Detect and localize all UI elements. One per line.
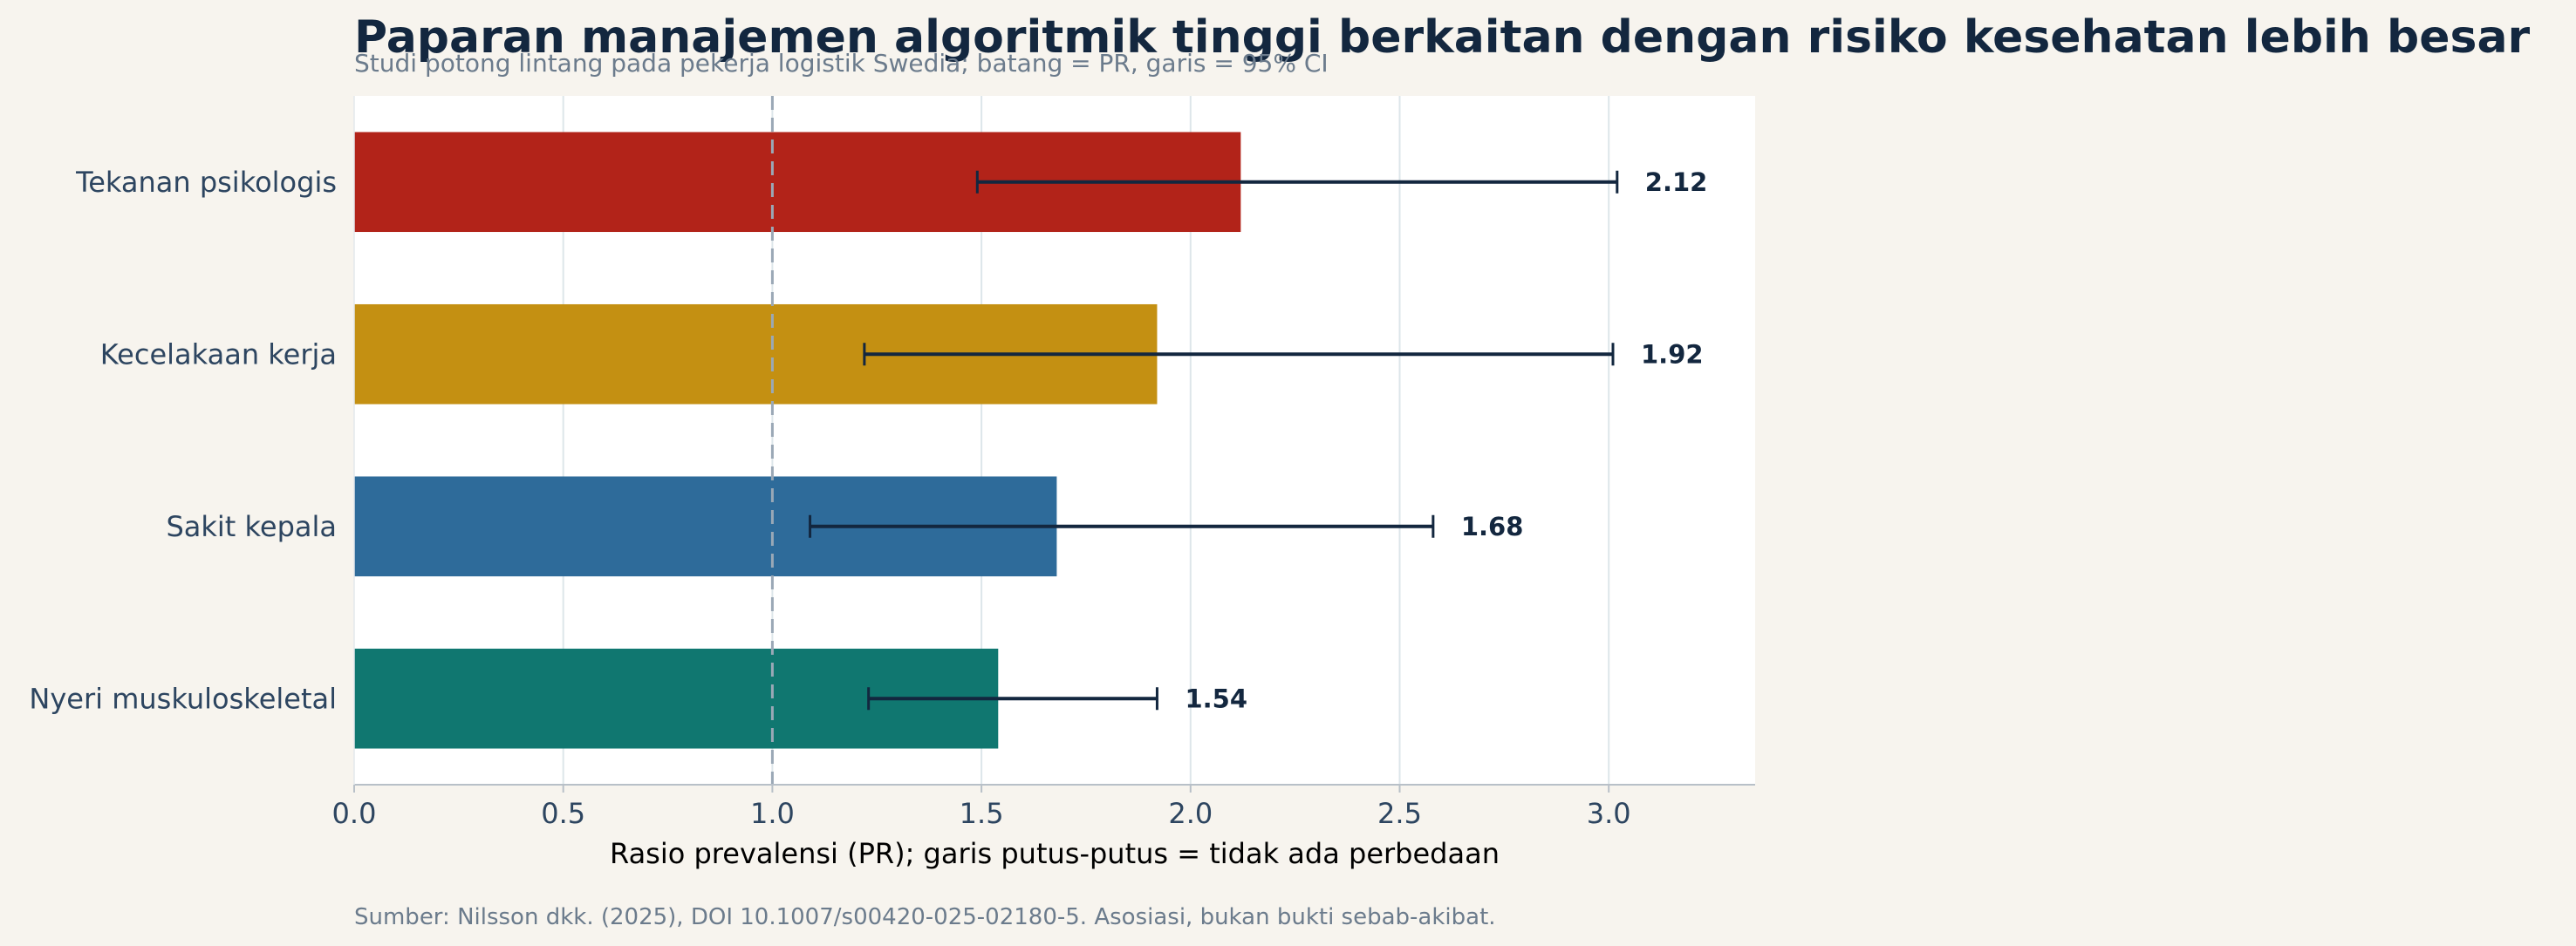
error-bars xyxy=(809,170,1619,711)
category-label: Tekanan psikologis xyxy=(75,166,337,199)
x-axis-ticks: 0.0 0.5 1.0 1.5 2.0 2.5 3.0 xyxy=(332,785,1631,830)
category-label: Nyeri muskuloskeletal xyxy=(29,682,337,715)
chart-title: Paparan manajemen algoritmik tinggi berk… xyxy=(354,11,2531,64)
source-note: Sumber: Nilsson dkk. (2025), DOI 10.1007… xyxy=(354,904,1496,930)
value-label: 1.92 xyxy=(1641,339,1704,369)
value-label: 1.54 xyxy=(1185,684,1247,713)
x-axis-label: Rasio prevalensi (PR); garis putus-putus… xyxy=(610,837,1500,870)
category-label: Kecelakaan kerja xyxy=(100,337,337,371)
x-tick-label: 1.5 xyxy=(960,797,1004,830)
x-tick-label: 0.5 xyxy=(541,797,585,830)
x-tick-label: 0.0 xyxy=(332,797,377,830)
category-label: Sakit kepala xyxy=(166,510,337,543)
x-tick-label: 1.0 xyxy=(750,797,795,830)
value-labels: 2.12 1.92 1.68 1.54 xyxy=(1185,167,1707,714)
value-label: 2.12 xyxy=(1645,167,1708,197)
category-labels: Tekanan psikologis Kecelakaan kerja Sakit … xyxy=(29,166,337,716)
x-tick-label: 2.5 xyxy=(1377,797,1422,830)
chart-subtitle: Studi potong lintang pada pekerja logist… xyxy=(354,49,1329,78)
x-tick-label: 3.0 xyxy=(1587,797,1631,830)
value-label: 1.68 xyxy=(1461,512,1524,541)
x-tick-label: 2.0 xyxy=(1168,797,1213,830)
